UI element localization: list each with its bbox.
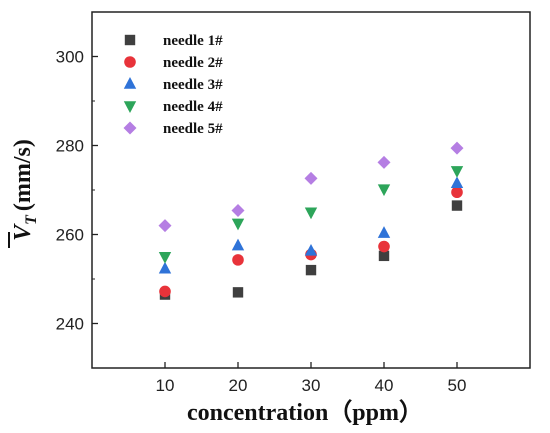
point-needle-5 — [231, 203, 245, 217]
y-tick-label: 280 — [56, 137, 84, 156]
x-tick-label: 50 — [448, 376, 467, 395]
legend-marker-needle-1 — [124, 34, 136, 46]
y-axis-title-unit: (mm/s) — [10, 139, 36, 211]
point-needle-4 — [231, 218, 245, 231]
legend: needle 1# needle 2# needle 3# needle 4# need… — [112, 27, 248, 147]
y-axis-title: VT (mm/s) — [8, 139, 40, 248]
legend-label-needle-4: needle 4# — [163, 99, 223, 115]
point-needle-2 — [378, 240, 390, 253]
point-needle-1 — [378, 250, 390, 262]
legend-label-needle-1: needle 1# — [163, 33, 223, 49]
point-needle-4 — [158, 252, 172, 264]
point-needle-1 — [305, 264, 317, 276]
point-needle-5 — [304, 171, 318, 185]
legend-marker-needle-2 — [124, 56, 136, 68]
point-needle-5 — [450, 141, 464, 155]
legend-label-needle-5: needle 5# — [163, 121, 223, 137]
point-needle-5 — [377, 155, 391, 169]
point-needle-3 — [450, 176, 464, 189]
y-tick-label: 240 — [56, 315, 84, 334]
legend-marker-needle-3 — [123, 77, 137, 89]
point-needle-3 — [231, 238, 245, 251]
legend-label-needle-2: needle 2# — [163, 55, 223, 71]
point-needle-2 — [451, 186, 463, 199]
point-needle-3 — [158, 261, 172, 274]
data-marks — [158, 141, 464, 300]
x-axis-title: concentration（ppm） — [187, 399, 423, 426]
legend-marker-needle-4 — [123, 101, 137, 113]
point-needle-1 — [232, 287, 244, 298]
x-tick-label: 20 — [229, 376, 248, 395]
point-needle-5 — [158, 219, 172, 233]
point-needle-2 — [232, 254, 244, 266]
point-needle-4 — [377, 184, 391, 197]
svg-text:VT(mm/s): VT (mm/s) — [10, 139, 40, 241]
x-tick-label: 30 — [302, 376, 321, 395]
y-tick-label: 260 — [56, 226, 84, 245]
point-needle-3 — [377, 226, 391, 238]
point-needle-3 — [304, 243, 318, 256]
point-needle-2 — [159, 285, 171, 298]
point-needle-4 — [304, 207, 318, 220]
y-tick-label: 300 — [56, 48, 84, 67]
x-tick-label: 40 — [375, 376, 394, 395]
y-axis-title-main: V — [10, 223, 36, 241]
x-tick-label: 10 — [156, 376, 175, 395]
legend-label-needle-3: needle 3# — [163, 77, 223, 93]
legend-marker-needle-5 — [123, 121, 137, 135]
point-needle-1 — [451, 200, 463, 211]
y-axis-title-sub: T — [23, 214, 40, 225]
axis-ticks: 10 20 30 40 50 240 260 280 300 — [56, 11, 467, 395]
point-needle-4 — [450, 166, 464, 178]
